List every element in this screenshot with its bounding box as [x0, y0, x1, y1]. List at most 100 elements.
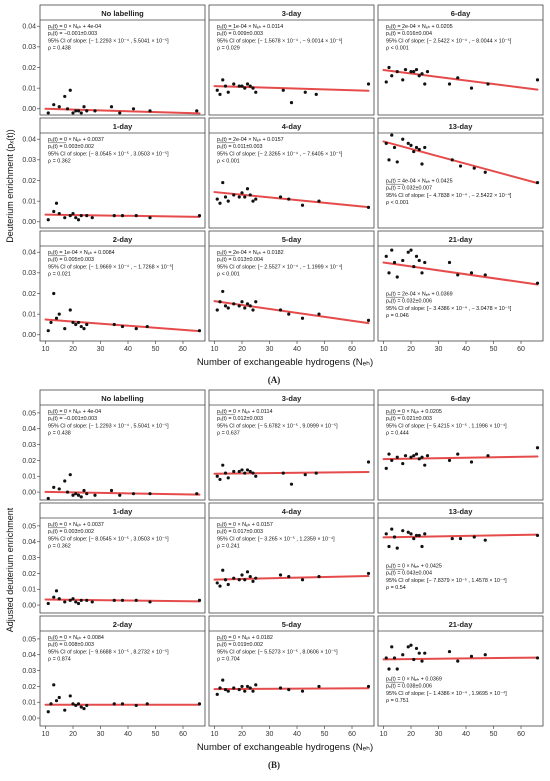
- data-point: [420, 455, 424, 459]
- data-point: [118, 111, 122, 115]
- data-point: [57, 695, 61, 700]
- data-point: [314, 92, 318, 96]
- panel-annotation-line: 95% CI of slope: [− 8.0545 × 10⁻⁵ , 3.05…: [48, 151, 169, 157]
- panel-annotation-line: pₓ(t) = 0.038±0.006: [386, 684, 432, 690]
- panel-annotation-line: pₓ(t) = 0 × Nₑₕ + 0.0037: [48, 137, 104, 143]
- panel-annotation-line: 95% CI of slope: [− 1.9669 × 10⁻⁴ , − 1.…: [48, 264, 174, 270]
- data-point: [458, 536, 463, 541]
- data-point: [417, 651, 421, 655]
- data-point: [232, 302, 236, 306]
- panel-annotation-line: ρ < 0.001: [217, 159, 240, 165]
- data-point: [392, 535, 397, 539]
- panel-annotation-line: pₓ(t) = 0 × Nₑₕ + 4e-04: [48, 24, 101, 30]
- data-point: [226, 582, 230, 587]
- x-tick-label: 20: [407, 346, 415, 353]
- data-point: [243, 195, 247, 199]
- data-point: [63, 479, 67, 483]
- data-point: [68, 308, 72, 312]
- x-tick-label: 20: [238, 731, 246, 738]
- panel-annotation-line: 95% CI of slope: [− 5.6782 × 10⁻⁵ , 9.09…: [217, 423, 338, 429]
- panel-frame: [377, 230, 544, 342]
- data-point: [278, 308, 283, 312]
- data-point: [390, 527, 394, 531]
- x-tick-label: 40: [293, 731, 301, 738]
- data-point: [243, 689, 247, 693]
- data-point: [366, 82, 371, 86]
- data-point: [52, 485, 56, 489]
- data-point: [68, 473, 72, 477]
- data-point: [85, 109, 89, 113]
- data-point: [245, 570, 250, 574]
- panel-annotation-line: ρ = 0.704: [217, 657, 240, 663]
- y-tick-label: 0.02: [22, 458, 36, 465]
- data-point: [57, 487, 61, 491]
- data-point: [300, 689, 305, 693]
- data-point: [112, 702, 116, 706]
- data-point: [68, 214, 72, 218]
- data-point: [218, 201, 222, 205]
- data-point: [409, 643, 413, 647]
- data-point: [63, 708, 67, 712]
- panel-annotation-line: ρ = 0.021: [48, 272, 71, 278]
- data-point: [131, 107, 136, 111]
- data-point: [232, 193, 236, 197]
- data-point: [395, 70, 399, 74]
- panel-annotation-line: pₓ(t) = 1e-04 × Nₑₕ + 0.0084: [48, 250, 115, 256]
- panel-title: 3-day: [282, 9, 302, 18]
- panel-annotation-line: pₓ(t) = 0.019±0.002: [217, 642, 263, 648]
- y-tick-label: 0.03: [22, 668, 36, 675]
- data-point: [145, 324, 149, 329]
- data-point: [57, 211, 61, 216]
- data-point: [447, 649, 452, 654]
- panel-title: 4-day: [282, 122, 302, 131]
- y-tick-label: 0.03: [22, 157, 36, 164]
- data-point: [390, 645, 394, 649]
- panel-annotation-line: pₓ(t) = 0 × Nₑₕ + 0.0084: [48, 635, 104, 641]
- panel-annotation-line: pₓ(t) = 0.011±0.003: [217, 144, 263, 150]
- x-tick-label: 10: [380, 346, 388, 353]
- panel-annotation-line: ρ = 0.362: [48, 544, 71, 550]
- data-point: [414, 646, 419, 651]
- data-point: [406, 645, 410, 649]
- data-point: [417, 457, 421, 461]
- figure-b-label: (B): [268, 760, 280, 770]
- data-point: [458, 164, 463, 168]
- y-tick-label: 0.04: [22, 250, 36, 257]
- panel-b-8: 21-day pₓ(t) = 0 × Nₑₕ + 0.0369 pₓ(t) = 0.…: [377, 615, 544, 738]
- data-point: [251, 308, 255, 312]
- data-point: [215, 581, 219, 585]
- figure-a-label: (A): [268, 375, 281, 385]
- data-point: [237, 687, 241, 692]
- x-tick-label: 50: [490, 731, 498, 738]
- panel-annotation-line: ρ = 0.029: [217, 46, 240, 52]
- panel-annotation-line: pₓ(t) = 0 × Nₑₕ + 0.0369: [386, 676, 442, 682]
- data-point: [450, 158, 454, 162]
- fit-line: [382, 455, 539, 461]
- data-point: [237, 195, 241, 199]
- panel-annotation-line: pₓ(t) = 0 × Nₑₕ + 4e-04: [48, 409, 101, 415]
- data-point: [406, 530, 410, 534]
- data-point: [535, 78, 540, 82]
- y-tick-label: 0.03: [22, 44, 36, 51]
- data-point: [54, 316, 59, 320]
- data-point: [54, 699, 59, 703]
- data-point: [215, 88, 219, 92]
- data-point: [134, 703, 138, 708]
- data-point: [215, 474, 219, 478]
- y-tick-label: 0.00: [22, 106, 36, 113]
- panel-annotation-line: 95% CI of slope: [− 2.5422 × 10⁻⁴ , − 8.…: [386, 38, 512, 44]
- data-point: [450, 536, 454, 541]
- data-point: [248, 304, 252, 308]
- data-point: [392, 260, 397, 265]
- figure-b-ylabel: Adjusted deuterium enrichment: [5, 507, 15, 632]
- panel-annotation-line: 95% CI of slope: [− 9.6688 × 10⁻⁵ , 8.27…: [48, 649, 169, 655]
- y-tick-label: 0.00: [22, 332, 36, 339]
- data-point: [447, 82, 452, 86]
- y-tick-label: 0.05: [22, 523, 36, 530]
- x-tick-label: 30: [97, 346, 105, 353]
- data-point: [245, 82, 250, 86]
- data-point: [289, 101, 294, 105]
